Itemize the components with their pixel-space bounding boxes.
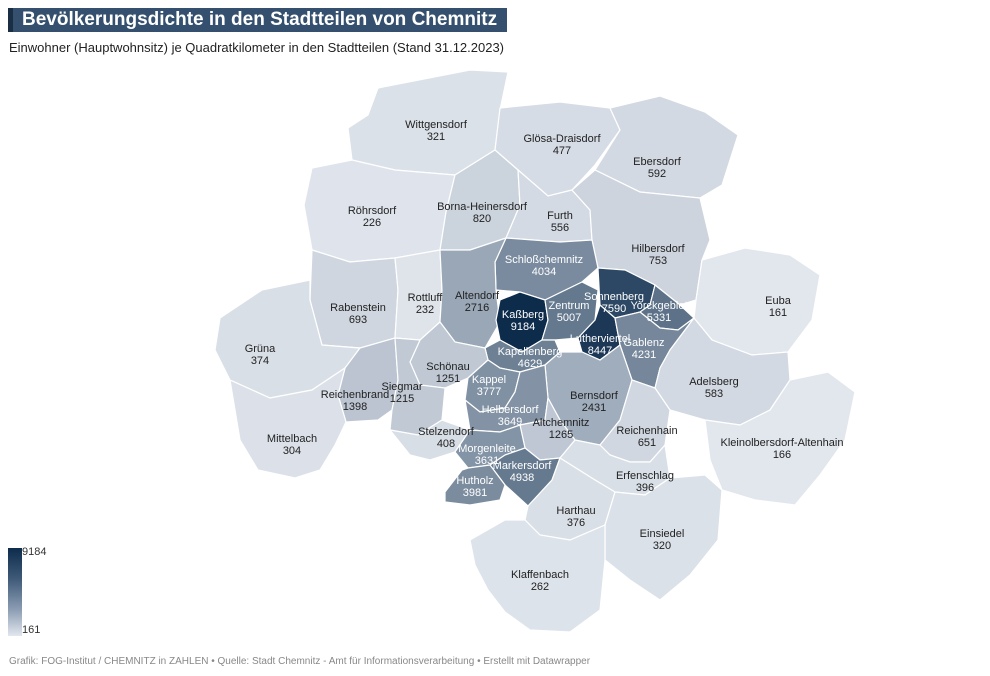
district-name-reichenbrand: Reichenbrand xyxy=(321,389,390,401)
district-name-schlosschemnitz: Schloßchemnitz xyxy=(505,254,583,266)
district-name-sonnenberg: Sonnenberg xyxy=(584,291,644,303)
district-name-yorckgebiet: Yorckgebiet xyxy=(630,300,687,312)
legend-max-label: 9184 xyxy=(22,546,47,558)
district-name-altendorf: Altendorf xyxy=(455,290,500,302)
legend-gradient-bar xyxy=(8,548,22,636)
district-name-altchemnitz: Altchemnitz xyxy=(533,417,590,429)
district-name-adelsberg: Adelsberg xyxy=(689,376,739,388)
district-name-lutherviertel: Lutherviertel xyxy=(570,333,631,345)
district-name-bernsdorf: Bernsdorf xyxy=(570,390,619,402)
district-name-siegmar: Siegmar xyxy=(382,381,423,393)
district-value-altchemnitz: 1265 xyxy=(549,429,573,441)
district-value-markersdorf: 4938 xyxy=(510,472,534,484)
district-value-borna-heinersdorf: 820 xyxy=(473,213,491,225)
district-value-zentrum: 5007 xyxy=(557,312,581,324)
district-name-hutholz: Hutholz xyxy=(456,475,493,487)
district-name-zentrum: Zentrum xyxy=(549,300,590,312)
district-value-kassberg: 9184 xyxy=(511,321,535,333)
district-value-kleinolbersdorf-altenhain: 166 xyxy=(773,449,791,461)
district-value-furth: 556 xyxy=(551,222,569,234)
district-name-stelzendorf: Stelzendorf xyxy=(418,426,475,438)
district-value-yorckgebiet: 5331 xyxy=(647,312,671,324)
district-value-klaffenbach: 262 xyxy=(531,581,549,593)
source-note: Grafik: FOG-Institut / CHEMNITZ in ZAHLE… xyxy=(9,656,591,667)
district-name-kapellenberg: Kapellenberg xyxy=(498,346,563,358)
district-name-klaffenbach: Klaffenbach xyxy=(511,569,569,581)
district-value-schlosschemnitz: 4034 xyxy=(532,266,556,278)
district-name-morgenleite: Morgenleite xyxy=(458,443,515,455)
district-value-rottluff: 232 xyxy=(416,304,434,316)
district-name-kleinolbersdorf-altenhain: Kleinolbersdorf-Altenhain xyxy=(721,437,844,449)
district-value-reichenbrand: 1398 xyxy=(343,401,367,413)
district-value-schoenau: 1251 xyxy=(436,373,460,385)
district-value-helbersdorf: 3649 xyxy=(498,416,522,428)
district-name-kappel: Kappel xyxy=(472,374,506,386)
district-value-lutherviertel: 8447 xyxy=(588,345,612,357)
title-accent-bar xyxy=(8,8,13,32)
district-name-mittelbach: Mittelbach xyxy=(267,433,317,445)
district-value-mittelbach: 304 xyxy=(283,445,301,457)
district-name-roehrsdorf: Röhrsdorf xyxy=(348,205,397,217)
district-name-kassberg: Kaßberg xyxy=(502,309,544,321)
district-value-hutholz: 3981 xyxy=(463,487,487,499)
district-value-rabenstein: 693 xyxy=(349,314,367,326)
district-hutholz[interactable] xyxy=(444,464,506,506)
district-value-erfenschlag: 396 xyxy=(636,482,654,494)
color-legend: 9184 161 xyxy=(8,546,68,638)
district-name-euba: Euba xyxy=(765,295,792,307)
district-name-hilbersdorf: Hilbersdorf xyxy=(631,243,685,255)
district-value-einsiedel: 320 xyxy=(653,540,671,552)
district-value-sonnenberg: 7590 xyxy=(602,303,626,315)
district-name-gablenz: Gablenz xyxy=(624,337,665,349)
district-name-erfenschlag: Erfenschlag xyxy=(616,470,674,482)
district-euba[interactable] xyxy=(693,247,821,356)
district-value-altendorf: 2716 xyxy=(465,302,489,314)
district-name-ebersdorf: Ebersdorf xyxy=(633,156,682,168)
district-value-euba: 161 xyxy=(769,307,787,319)
district-value-morgenleite: 3631 xyxy=(475,455,499,467)
map-subtitle: Einwohner (Hauptwohnsitz) je Quadratkilo… xyxy=(9,40,505,55)
district-name-rottluff: Rottluff xyxy=(408,292,444,304)
district-name-borna-heinersdorf: Borna-Heinersdorf xyxy=(437,201,528,213)
district-name-helbersdorf: Helbersdorf xyxy=(482,404,540,416)
district-value-kapellenberg: 4629 xyxy=(518,358,542,370)
district-value-siegmar: 1215 xyxy=(390,393,414,405)
district-name-furth: Furth xyxy=(547,210,573,222)
legend-min-label: 161 xyxy=(22,624,41,636)
district-name-markersdorf: Markersdorf xyxy=(493,460,553,472)
district-name-einsiedel: Einsiedel xyxy=(640,528,685,540)
district-name-schoenau: Schönau xyxy=(426,361,469,373)
district-value-reichenhain: 651 xyxy=(638,437,656,449)
district-value-gruena: 374 xyxy=(251,355,269,367)
district-name-harthau: Harthau xyxy=(556,505,595,517)
district-value-hilbersdorf: 753 xyxy=(649,255,667,267)
district-klaffenbach[interactable] xyxy=(469,519,606,633)
district-value-adelsberg: 583 xyxy=(705,388,723,400)
district-name-reichenhain: Reichenhain xyxy=(616,425,677,437)
district-value-roehrsdorf: 226 xyxy=(363,217,381,229)
district-value-bernsdorf: 2431 xyxy=(582,402,606,414)
district-name-gruena: Grüna xyxy=(245,343,276,355)
map-title: Bevölkerungsdichte in den Stadtteilen vo… xyxy=(8,8,508,32)
district-name-wittgensdorf: Wittgensdorf xyxy=(405,119,468,131)
district-name-gloesa-draisdorf: Glösa-Draisdorf xyxy=(523,133,601,145)
district-rabenstein[interactable] xyxy=(309,249,399,349)
district-value-kappel: 3777 xyxy=(477,386,501,398)
district-ebersdorf[interactable] xyxy=(594,95,739,199)
district-value-stelzendorf: 408 xyxy=(437,438,455,450)
district-mittelbach[interactable] xyxy=(229,366,347,479)
district-name-rabenstein: Rabenstein xyxy=(330,302,386,314)
district-value-ebersdorf: 592 xyxy=(648,168,666,180)
district-value-wittgensdorf: 321 xyxy=(427,131,445,143)
district-value-harthau: 376 xyxy=(567,517,585,529)
map-title-text: Bevölkerungsdichte in den Stadtteilen vo… xyxy=(22,9,498,30)
district-value-gablenz: 4231 xyxy=(632,349,656,361)
district-value-gloesa-draisdorf: 477 xyxy=(553,145,571,157)
